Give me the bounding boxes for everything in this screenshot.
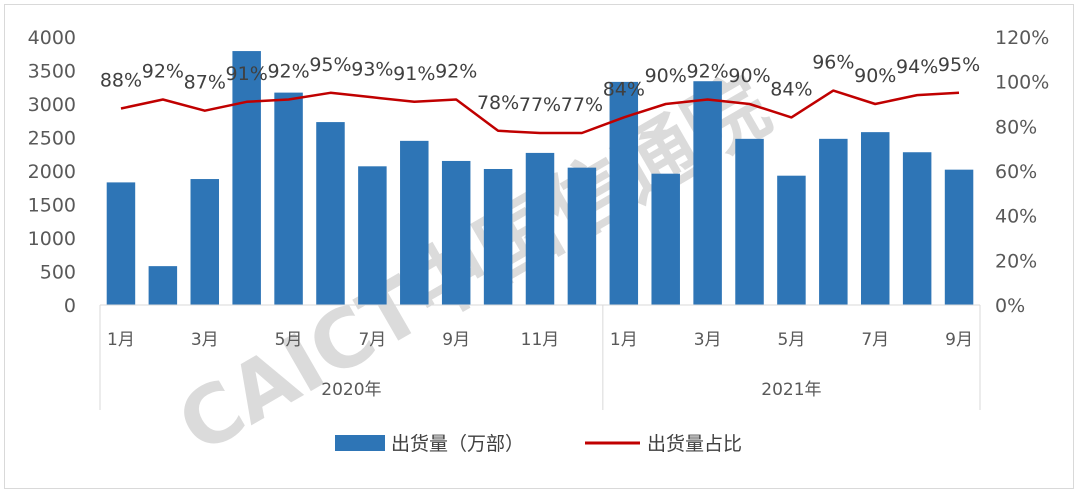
bar-19 [860,132,890,305]
bar-16 [735,138,764,305]
data-labels: 88% 92%87% 91% 92% 95% 93% 91% 92%78% 77% 77%84%9… [100,52,980,116]
x-tick-label: 9月 [945,330,973,350]
data-label-2: 92% [142,61,184,83]
x-tick-label: 3月 [191,330,219,350]
data-label-14: 90% [645,65,687,87]
bar-17 [777,175,806,305]
legend-swatch-bar [335,435,385,451]
data-label-17: 84% [770,78,812,100]
bar-14 [651,173,680,305]
bar-4 [232,51,261,305]
data-label-19: 90% [854,65,896,87]
legend-label-line: 出货量占比 [647,433,742,455]
x-tick-label: 1月 [610,330,638,350]
y-left-tick-label: 1000 [28,228,76,250]
data-label-10: 78% [477,92,519,114]
data-label-3: 87% [184,72,226,94]
line-series [120,89,960,135]
bar-1 [106,182,136,305]
bar-12 [567,167,597,305]
x-tick-label: 5月 [778,330,806,350]
group-label: 2021年 [761,380,821,400]
bar-10 [483,168,513,305]
y-left-tick-label: 1500 [28,195,76,217]
data-label-12: 77% [561,94,603,116]
y-right-tick-label: 0% [995,295,1025,317]
data-label-16: 90% [728,65,770,87]
y-left-tick-label: 2000 [28,161,76,183]
y-right-tick-label: 40% [995,206,1037,228]
data-label-1: 88% [100,69,142,91]
x-tick-label: 9月 [442,330,470,350]
data-label-18: 96% [812,52,854,74]
bar-6 [316,122,345,305]
legend-label-bar: 出货量（万部） [391,433,524,455]
x-tick-label: 11月 [521,330,560,350]
y-right-tick-label: 80% [995,116,1037,138]
data-label-13: 84% [603,78,645,100]
bar-8 [400,140,429,305]
x-tick-label: 1月 [107,330,135,350]
data-label-8: 91% [393,63,435,85]
bar-15 [693,81,722,305]
y-right-tick-label: 60% [995,161,1037,183]
data-label-9: 92% [435,61,477,83]
data-label-4: 91% [226,63,268,85]
bar-9 [441,160,471,305]
y-left-tick-label: 0 [64,295,76,317]
legend: 出货量（万部） 出货量占比 [335,433,742,455]
group-label: 2020年 [321,380,381,400]
data-label-20: 94% [896,56,938,78]
y-left-tick-label: 3000 [28,94,76,116]
data-label-7: 93% [351,58,393,80]
bar-18 [819,138,848,305]
data-label-6: 95% [309,54,351,76]
y-left-tick-label: 4000 [28,27,76,49]
bar-7 [358,166,387,305]
x-tick-label: 7月 [358,330,386,350]
x-tick-label: 7月 [861,330,889,350]
y-left-tick-label: 500 [40,262,76,284]
bar-series [106,51,974,305]
data-label-5: 92% [267,61,309,83]
bar-2 [148,266,178,305]
bar-5 [274,92,303,305]
x-tick-label: 5月 [275,330,303,350]
y-right-tick-label: 120% [995,27,1049,49]
x-tick-label: 3月 [694,330,722,350]
bar-21 [944,169,974,305]
y-right-tick-label: 20% [995,250,1037,272]
y-left-tick-label: 2500 [28,128,76,150]
data-label-15: 92% [687,61,729,83]
y-left-tick-label: 3500 [28,61,76,83]
data-label-21: 95% [938,54,980,76]
bar-13 [609,81,639,305]
data-label-11: 77% [519,94,561,116]
bar-11 [525,152,555,305]
bar-3 [190,179,220,305]
bar-20 [902,152,932,305]
y-right-tick-label: 100% [995,72,1049,94]
axes: 0 500 1000 1500 2000 2500 3000 3500 4000 0% 20% 40%… [28,27,1049,410]
